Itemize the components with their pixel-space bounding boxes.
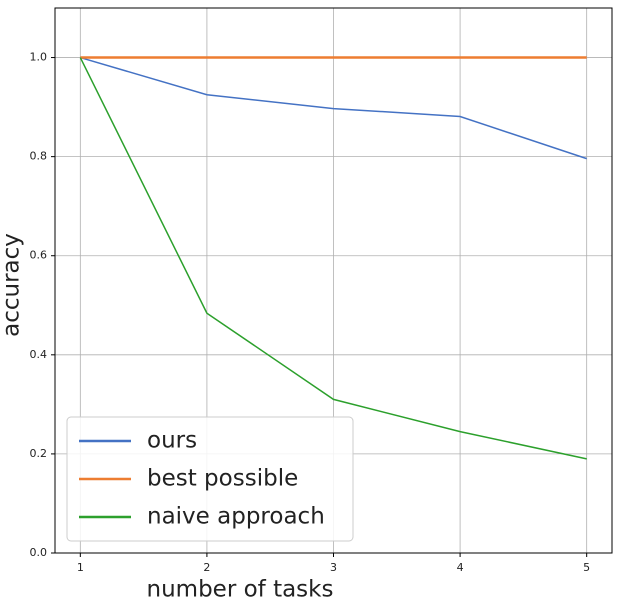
- y-tick-label: 1.0: [30, 51, 48, 64]
- y-tick-label: 0.6: [30, 249, 48, 262]
- x-axis-label: number of tasks: [147, 577, 334, 600]
- legend: ours best possible naive approach: [66, 416, 354, 542]
- x-tick-label: 1: [77, 561, 84, 574]
- x-tick-label: 5: [583, 561, 590, 574]
- x-tick-label: 3: [330, 561, 337, 574]
- y-tick-label: 0.4: [30, 348, 48, 361]
- y-axis-label: accuracy: [0, 233, 25, 337]
- legend-label: best possible: [147, 466, 298, 492]
- y-tick-label: 0.2: [30, 447, 48, 460]
- series-line: [79, 57, 587, 460]
- y-tick-label: 0.8: [30, 150, 48, 163]
- x-tick-label: 4: [457, 561, 464, 574]
- x-tick-label: 2: [203, 561, 210, 574]
- y-tick-label: 0.0: [30, 546, 48, 559]
- plot-frame: [54, 7, 613, 554]
- legend-box: [66, 416, 354, 542]
- series-line: [80, 56, 587, 160]
- legend-label: ours: [147, 428, 197, 454]
- legend-label: naive approach: [147, 504, 325, 530]
